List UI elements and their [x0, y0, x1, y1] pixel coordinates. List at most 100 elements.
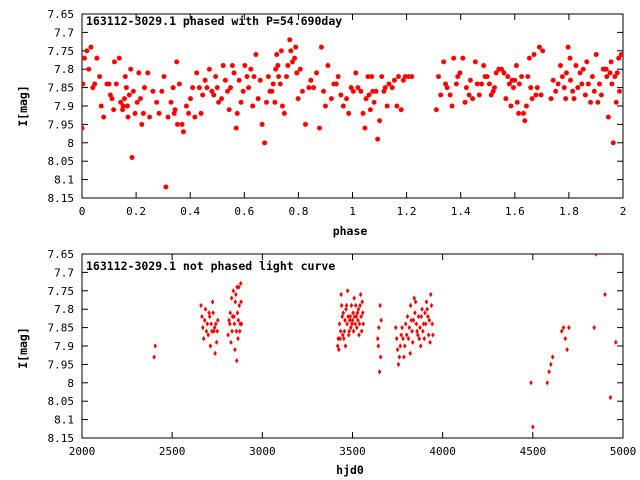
unphased-data-point: [345, 288, 350, 294]
unphased-data-point: [338, 336, 342, 342]
unphased-data-point: [547, 369, 551, 375]
unphased-data-point: [210, 328, 214, 334]
phased-data-point: [548, 96, 554, 102]
phased-data-point: [402, 73, 408, 80]
unphased-data-point: [215, 328, 220, 334]
phased-data-point: [200, 92, 206, 98]
phased-data-point: [587, 99, 594, 105]
phased-data-point: [567, 77, 574, 83]
unphased-data-point: [426, 332, 431, 338]
phased-data-point: [375, 136, 381, 142]
phased-data-point: [269, 88, 275, 94]
unphased-data-point: [230, 328, 234, 334]
phased-data-point: [604, 73, 610, 80]
unphased-data-point: [237, 328, 242, 334]
unphased-x-tick-label: 2000: [69, 445, 96, 458]
unphased-data-point: [349, 325, 353, 331]
unphased-data-point: [213, 350, 217, 356]
unphased-data-point: [608, 394, 613, 401]
phased-x-tick-label: 1.8: [559, 205, 579, 218]
phased-data-point: [272, 99, 278, 105]
phased-data-point: [498, 66, 505, 72]
phased-data-point: [553, 88, 559, 94]
unphased-data-point: [347, 328, 352, 334]
unphased-data-point: [411, 317, 416, 323]
phased-data-point: [603, 66, 609, 72]
phased-data-point: [598, 92, 604, 98]
unphased-data-point: [339, 302, 344, 309]
phased-data-point: [222, 77, 228, 83]
unphased-y-tick-label: 7.85: [48, 322, 75, 335]
unphased-y-tick-label: 7.7: [54, 266, 74, 279]
phased-data-point: [82, 125, 85, 131]
phased-data-point: [165, 114, 171, 120]
unphased-data-point: [408, 350, 413, 356]
phased-data-point: [240, 88, 246, 94]
unphased-data-point: [529, 380, 533, 386]
unphased-data-point: [336, 347, 341, 353]
unphased-data-point: [415, 328, 419, 334]
phased-data-point: [132, 110, 138, 116]
unphased-data-point: [531, 424, 535, 430]
unphased-data-point: [212, 325, 217, 331]
unphased-data-point: [401, 336, 405, 342]
unphased-data-point: [229, 295, 234, 301]
phased-data-point: [276, 73, 282, 80]
phased-data-point: [322, 103, 329, 109]
phased-data-point: [257, 77, 263, 83]
phased-y-tick-label: 8: [67, 137, 74, 150]
phased-data-point: [92, 81, 98, 87]
phased-data-point: [555, 81, 561, 87]
phased-data-point: [371, 99, 377, 105]
unphased-data-point: [234, 358, 239, 364]
unphased-data-point: [337, 321, 342, 327]
unphased-data-point: [430, 321, 435, 327]
phased-data-point: [172, 107, 178, 113]
unphased-data-point: [347, 317, 352, 323]
unphased-data-point: [229, 339, 233, 345]
phased-data-point: [229, 62, 235, 69]
phased-data-point: [259, 121, 265, 127]
unphased-x-axis-label: hjd0: [336, 463, 364, 477]
unphased-data-point: [423, 310, 427, 316]
unphased-data-point: [212, 328, 216, 334]
phased-x-tick-label: 0: [79, 205, 86, 218]
phased-data-point: [202, 77, 208, 83]
phased-data-point: [528, 85, 534, 91]
unphased-data-point: [351, 328, 356, 334]
unphased-data-point: [206, 332, 211, 338]
unphased-data-point: [359, 313, 363, 320]
unphased-data-point: [353, 321, 358, 327]
unphased-data-point: [420, 306, 424, 312]
phased-data-point: [453, 81, 459, 87]
unphased-data-point: [239, 299, 243, 305]
phased-data-point: [190, 85, 196, 91]
unphased-data-point: [237, 302, 242, 309]
unphased-data-point: [336, 336, 341, 342]
unphased-data-point: [415, 332, 420, 338]
unphased-data-point: [393, 325, 398, 331]
phased-data-point: [444, 85, 450, 91]
phased-data-point: [536, 44, 543, 50]
phased-y-tick-label: 7.9: [54, 100, 74, 113]
phased-data-point: [180, 129, 187, 135]
phased-x-tick-label: 0.2: [126, 205, 146, 218]
unphased-data-point: [201, 325, 205, 331]
phased-y-tick-label: 8.1: [54, 174, 74, 187]
unphased-data-point: [594, 254, 598, 257]
phased-data-point: [478, 81, 485, 87]
unphased-data-point: [208, 343, 213, 349]
phased-data-point: [338, 92, 344, 98]
phased-data-point: [96, 73, 103, 80]
unphased-data-point: [378, 302, 382, 309]
unphased-data-point: [360, 299, 365, 305]
unphased-data-point: [350, 321, 354, 327]
phased-y-axis-label: I[mag]: [16, 85, 30, 127]
phased-data-point: [486, 81, 492, 87]
unphased-data-point: [358, 302, 362, 309]
phased-data-point: [119, 107, 126, 113]
phased-data-point: [123, 85, 129, 91]
phased-data-point: [538, 92, 544, 98]
phased-data-point: [350, 88, 356, 94]
phased-chart-title: 163112-3029.1 phased with P=54.690day: [86, 14, 342, 28]
